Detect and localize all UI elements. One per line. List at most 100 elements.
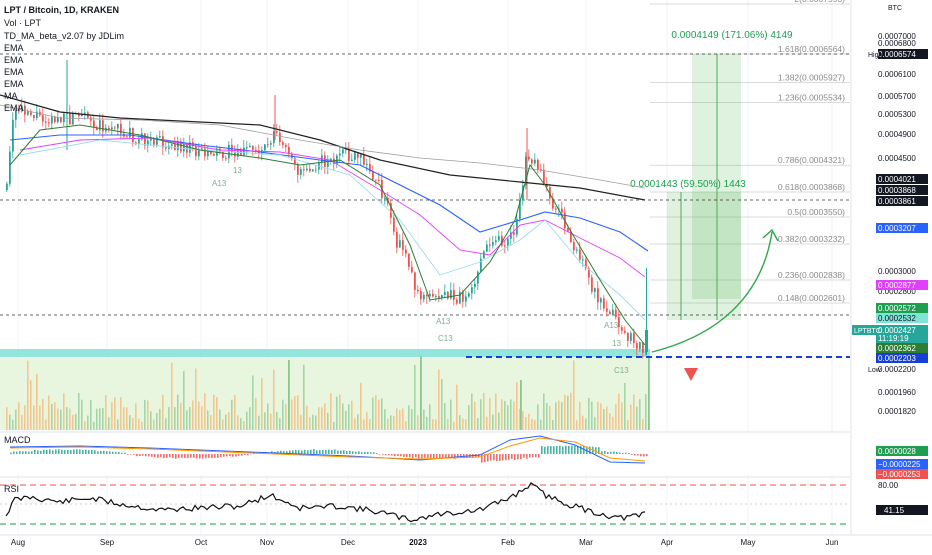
volume-bar: [51, 404, 53, 430]
candle-body: [456, 300, 458, 304]
candle-body: [252, 146, 254, 150]
price-tag-11[interactable]: 0.0002203: [876, 353, 928, 363]
price-axis-label-8: 0.0003000: [878, 267, 916, 276]
indicator-label-ma[interactable]: MA: [4, 91, 18, 101]
volume-bar: [138, 419, 140, 430]
ema-blue-line: [10, 135, 648, 251]
price-tag-4[interactable]: 0.0003207: [876, 223, 928, 233]
rsi-axis-label: 80.00: [878, 481, 899, 490]
volume-bar: [30, 380, 32, 430]
macd-histogram-bar: [37, 450, 39, 454]
indicator-label-ema-3[interactable]: EMA: [4, 67, 24, 77]
macd-histogram-bar: [175, 454, 177, 459]
candle-body: [276, 131, 278, 132]
macd-histogram-bar: [223, 454, 225, 457]
candle-body: [393, 218, 395, 232]
volume-bar: [618, 394, 620, 430]
macd-histogram-bar: [439, 454, 441, 458]
macd-histogram-bar: [385, 454, 387, 455]
macd-histogram-bar: [373, 452, 375, 454]
volume-bar: [465, 419, 467, 430]
macd-histogram-bar: [604, 451, 606, 454]
price-tag-2[interactable]: 0.0003868: [876, 185, 928, 195]
candle-body: [360, 154, 362, 157]
volume-bar: [207, 410, 209, 430]
td-label-3: C13: [438, 334, 453, 343]
symbol-title[interactable]: LPT / Bitcoin, 1D, KRAKEN: [4, 5, 119, 15]
candle-body: [483, 252, 485, 259]
volume-bar: [192, 400, 194, 430]
macd-histogram-bar: [235, 454, 237, 457]
candle-body: [492, 242, 494, 245]
price-axis-label-5: 0.0004900: [878, 130, 916, 139]
macd-histogram-bar: [541, 446, 543, 454]
indicator-label-volume[interactable]: Vol · LPT: [4, 18, 41, 28]
candle-body: [609, 312, 611, 315]
candle-body: [159, 136, 161, 137]
volume-bar: [168, 407, 170, 430]
macd-histogram-bar: [196, 454, 198, 459]
macd-histogram-bar: [415, 454, 417, 457]
volume-bar: [435, 419, 437, 430]
macd-histogram-bar: [61, 450, 63, 454]
candle-body: [315, 170, 317, 171]
indicator-label-td-ma[interactable]: TD_MA_beta_v2.07 by JDLim: [4, 31, 124, 41]
ma-200-line: [0, 95, 645, 200]
volume-bar: [198, 402, 200, 430]
price-tag-9[interactable]: 11:19:19: [876, 333, 928, 343]
macd-histogram-bar: [367, 452, 369, 454]
indicator-label-ema-1[interactable]: EMA: [4, 43, 24, 53]
volume-bar: [333, 422, 335, 430]
candle-body: [213, 154, 215, 156]
price-tag-value: 0.0003861: [878, 197, 916, 206]
td-label-2: A13: [436, 317, 451, 326]
candle-body: [636, 343, 638, 349]
candle-body: [618, 317, 620, 327]
volume-bar: [216, 397, 218, 430]
price-tag-6[interactable]: 0.0002572: [876, 303, 928, 313]
volume-bar: [150, 411, 152, 430]
candle-body: [576, 250, 578, 251]
price-tag-3[interactable]: 0.0003861: [876, 196, 928, 206]
indicator-label-ema-5[interactable]: EMA: [4, 103, 24, 113]
macd-histogram-bar: [49, 449, 51, 454]
candle-body: [486, 245, 488, 252]
macd-histogram-bar: [118, 452, 120, 454]
candle-body: [366, 164, 368, 165]
candle-body: [507, 239, 509, 246]
indicator-label-ema-2[interactable]: EMA: [4, 55, 24, 65]
macd-histogram-bar: [232, 454, 234, 457]
macd-histogram-bar: [595, 447, 597, 454]
volume-bar: [546, 403, 548, 430]
price-tag-10[interactable]: 0.0002362: [876, 343, 928, 353]
macd-histogram-bar: [379, 454, 381, 455]
macd-histogram-bar: [481, 454, 483, 463]
candle-body: [351, 160, 353, 161]
volume-bar: [441, 379, 443, 430]
macd-histogram-bar: [214, 454, 216, 458]
volume-bar: [315, 416, 317, 430]
volume-bar: [516, 382, 518, 430]
volume-bar: [330, 393, 332, 430]
volume-bar: [534, 420, 536, 430]
time-axis-label-10: Jun: [826, 538, 839, 547]
volume-bar: [594, 417, 596, 430]
volume-bar: [486, 417, 488, 430]
indicator-label-ema-4[interactable]: EMA: [4, 79, 24, 89]
volume-bar: [159, 409, 161, 430]
macd-histogram-bar: [388, 454, 390, 455]
price-tag-7[interactable]: 0.0002532: [876, 313, 928, 323]
candle-body: [579, 250, 581, 260]
macd-histogram-bar: [532, 454, 534, 457]
volume-bar: [42, 399, 44, 430]
price-tag-1[interactable]: 0.0004021: [876, 174, 928, 184]
macd-histogram-bar: [619, 453, 621, 454]
candle-body: [372, 172, 374, 180]
price-tag-5[interactable]: 0.0002877: [876, 280, 928, 290]
volume-bar: [294, 396, 296, 430]
macd-histogram-bar: [505, 454, 507, 460]
macd-histogram-bar: [337, 451, 339, 454]
